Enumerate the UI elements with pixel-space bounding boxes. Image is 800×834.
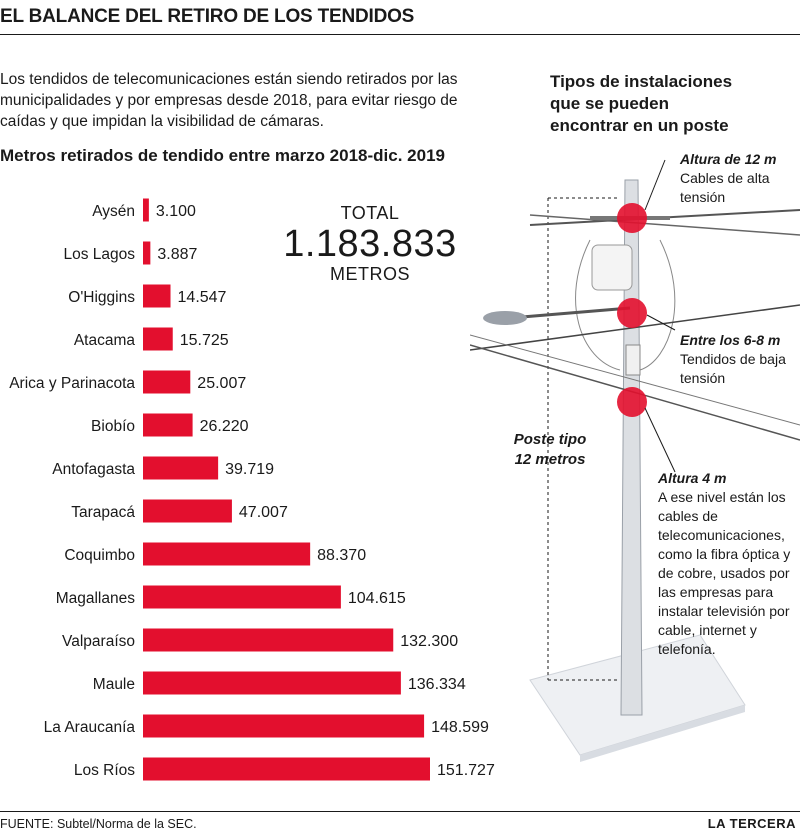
street-light-head (483, 311, 527, 325)
callout-telecom-line-8: cable, internet y (658, 622, 757, 638)
category-label: Los Lagos (63, 246, 135, 263)
pole-type-line-1: Poste tipo (513, 431, 587, 448)
value-label: 15.725 (180, 332, 229, 349)
category-label: La Araucanía (44, 719, 136, 736)
pole-illustration (470, 159, 800, 762)
value-label: 104.615 (348, 590, 406, 607)
callout-low-voltage: Entre los 6-8 m Tendidos de baja tensión (680, 331, 798, 388)
total-block: TOTAL 1.183.833 METROS (270, 203, 470, 285)
pole-type-label: Poste tipo 12 metros (500, 430, 600, 470)
bar (143, 413, 193, 437)
category-label: O'Higgins (68, 289, 135, 306)
bottom-divider (0, 811, 800, 812)
callout-telecom-line-9: telefonía. (658, 641, 716, 657)
pole-type-line-2: 12 metros (514, 451, 586, 468)
value-label: 3.100 (156, 203, 196, 220)
category-label: Biobío (91, 418, 135, 435)
category-label: Coquimbo (64, 547, 135, 564)
value-label: 88.370 (317, 547, 366, 564)
callout-telecom-line-3: telecomunicaciones, (658, 527, 785, 543)
junction-box (625, 344, 641, 376)
bar (143, 370, 191, 394)
total-label: TOTAL (340, 203, 400, 223)
callout-telecom-line-5: de cobre, usados por (658, 565, 790, 581)
callout-high-voltage-line-1: Cables de alta (680, 170, 770, 186)
leader-top (644, 159, 666, 211)
bar (143, 499, 232, 523)
source-note: FUENTE: Subtel/Norma de la SEC. (0, 817, 197, 831)
callout-telecom: Altura 4 m A ese nivel están los cables … (658, 469, 800, 659)
callout-low-voltage-line-2: tensión (680, 370, 726, 386)
bar (143, 456, 219, 480)
bar (143, 757, 430, 781)
marker-high-voltage (617, 203, 647, 233)
bar (143, 542, 311, 566)
value-label: 47.007 (239, 504, 288, 521)
pole-base-shadow (580, 705, 745, 762)
callout-telecom-line-2: cables de (658, 508, 718, 524)
category-label: Maule (93, 676, 135, 693)
bar (143, 284, 171, 308)
high-voltage-cable-2 (529, 214, 800, 236)
category-label: Aysén (92, 203, 135, 220)
bar (143, 671, 401, 695)
category-label: Atacama (74, 332, 136, 349)
pole-title-line-3: encontrar en un poste (550, 116, 729, 135)
callout-high-voltage-height: Altura de 12 m (680, 151, 777, 167)
street-light-arm (509, 306, 631, 320)
callout-low-voltage-line-1: Tendidos de baja (680, 351, 786, 367)
category-label: Antofagasta (52, 461, 135, 478)
value-label: 25.007 (197, 375, 246, 392)
bar (143, 628, 394, 652)
bar (143, 327, 173, 351)
category-label: Magallanes (56, 590, 136, 607)
bar (143, 241, 151, 265)
value-label: 132.300 (400, 633, 458, 650)
chart-title: Metros retirados de tendido entre marzo … (0, 146, 445, 165)
value-label: 26.220 (200, 418, 249, 435)
callout-high-voltage: Altura de 12 m Cables de alta tensión (680, 150, 798, 207)
marker-low-voltage (617, 298, 647, 328)
callout-telecom-line-4: como la fibra óptica y (658, 546, 791, 562)
callout-telecom-line-7: instalar televisión por (658, 603, 790, 619)
category-label: Arica y Parinacota (9, 375, 135, 392)
bar (143, 714, 425, 738)
brand-logo-text: LA TERCERA (707, 816, 796, 831)
callout-telecom-height: Altura 4 m (658, 470, 727, 486)
value-label: 136.334 (408, 676, 466, 693)
total-value: 1.183.833 (283, 223, 457, 265)
value-label: 14.547 (178, 289, 227, 306)
value-label: 3.887 (157, 246, 197, 263)
callout-high-voltage-line-2: tensión (680, 189, 726, 205)
telecom-cable-2 (470, 334, 800, 426)
value-label: 151.727 (437, 762, 495, 779)
pole-section-title: Tipos de instalaciones que se pueden enc… (550, 71, 732, 137)
bar-chart: Aysén 3.100 Los Lagos 3.887 O'Higgins 14.547 A… (9, 198, 495, 781)
marker-telecom (617, 387, 647, 417)
intro-text: Los tendidos de telecomunicaciones están… (0, 71, 458, 130)
category-label: Los Ríos (74, 762, 135, 779)
category-label: Tarapacá (71, 504, 135, 521)
callout-telecom-line-6: las empresas para (658, 584, 774, 600)
leader-bottom (644, 407, 676, 473)
drop-cables (575, 239, 676, 371)
pole-title-line-1: Tipos de instalaciones (550, 72, 733, 91)
top-divider (0, 34, 800, 35)
transformer (591, 244, 633, 291)
callout-low-voltage-height: Entre los 6-8 m (680, 332, 781, 348)
bar (143, 585, 341, 609)
value-label: 39.719 (225, 461, 274, 478)
headline: EL BALANCE DEL RETIRO DE LOS TENDIDOS (0, 6, 415, 27)
total-unit: METROS (329, 264, 410, 284)
bar (143, 198, 149, 222)
pole-title-line-2: que se pueden (550, 94, 670, 113)
category-label: Valparaíso (62, 633, 135, 650)
value-label: 148.599 (431, 719, 489, 736)
callout-telecom-line-1: A ese nivel están los (658, 489, 786, 505)
leader-middle (646, 314, 676, 331)
